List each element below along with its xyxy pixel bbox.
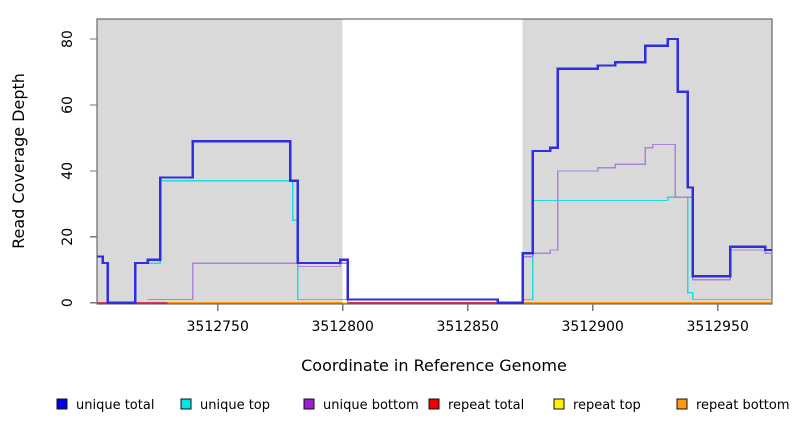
y-tick-label: 80: [60, 30, 76, 48]
legend-label: repeat top: [573, 398, 641, 413]
x-tick-label: 3512900: [562, 319, 624, 335]
legend-swatch-unique-bottom: [303, 398, 315, 410]
legend-swatch-repeat-total: [428, 398, 440, 410]
legend-swatch-unique-top: [180, 398, 192, 410]
y-tick-label: 60: [60, 96, 76, 114]
legend-label: unique bottom: [323, 398, 419, 413]
legend-item-unique-top: unique top: [180, 398, 270, 413]
legend-label: unique total: [76, 398, 154, 413]
y-axis-title: Read Coverage Depth: [9, 73, 28, 249]
x-tick-label: 3512750: [187, 319, 249, 335]
series-unique-total: [97, 38, 772, 304]
legend-label: repeat bottom: [696, 398, 790, 413]
y-tick-label: 0: [60, 298, 76, 307]
x-tick-label: 3512950: [687, 319, 749, 335]
legend-item-repeat-total: repeat total: [428, 398, 524, 413]
x-tick-label: 3512850: [437, 319, 499, 335]
shaded-region-1: [97, 19, 343, 304]
legend-item-unique-bottom: unique bottom: [303, 398, 419, 413]
legend-label: unique top: [200, 398, 270, 413]
shaded-regions: [97, 19, 772, 304]
legend-swatch-repeat-bottom: [676, 398, 688, 410]
y-tick-label: 20: [60, 228, 76, 246]
x-tick-label: 3512800: [312, 319, 374, 335]
plot-box: [96, 18, 773, 305]
legend-label: repeat total: [448, 398, 524, 413]
legend-swatch-unique-total: [56, 398, 68, 410]
y-tick-label: 40: [60, 162, 76, 180]
series-lines: [97, 38, 772, 304]
axes: 3512750 3512800 3512850 3512900 3512950 0 20 40…: [60, 30, 749, 335]
legend-swatch-repeat-top: [553, 398, 565, 410]
series-unique-bottom: [147, 262, 349, 303]
legend-item-repeat-top: repeat top: [553, 398, 641, 413]
shaded-region-2: [522, 19, 772, 304]
legend-item-repeat-bottom: repeat bottom: [676, 398, 790, 413]
chart-legend: unique total unique top unique bottom re…: [56, 398, 790, 413]
x-axis-title: Coordinate in Reference Genome: [301, 356, 567, 375]
legend-item-unique-total: unique total: [56, 398, 154, 413]
